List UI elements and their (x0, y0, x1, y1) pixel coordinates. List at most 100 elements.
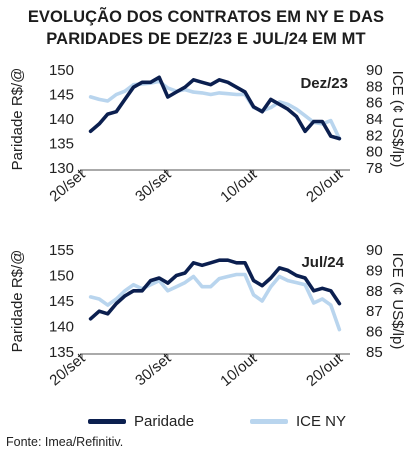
y-left-tick-label: 140 (49, 111, 74, 128)
data-point-ice-ny (89, 95, 92, 99)
data-point-paridade (235, 261, 238, 264)
data-point-paridade (252, 105, 255, 108)
y-right-tick-label: 89 (366, 262, 383, 279)
data-point-paridade (158, 276, 161, 280)
legend-swatch-ice-ny (250, 418, 288, 424)
data-point-ice-ny (106, 303, 109, 307)
y-right-axis-title: ICE (¢ US$/lp) (389, 71, 406, 168)
y-right-tick-label: 82 (366, 127, 383, 144)
data-point-paridade (226, 259, 230, 262)
data-point-paridade (243, 90, 247, 94)
y-left-tick-label: 140 (49, 319, 74, 336)
data-point-paridade (269, 98, 272, 101)
data-point-paridade (295, 274, 298, 277)
data-point-ice-ny (312, 301, 315, 305)
data-point-paridade (226, 81, 230, 84)
legend-swatch-paridade (88, 418, 126, 424)
data-point-ice-ny (338, 328, 341, 331)
chart-jul24: 20/set 30/set 10/out 20/out1351401451501558… (9, 242, 406, 390)
data-point-paridade (132, 86, 135, 89)
series-line-paridade-dez23 (88, 75, 342, 141)
panel-label: Jul/24 (301, 254, 344, 271)
data-point-paridade (192, 261, 195, 264)
x-tick-label: 30/set (132, 350, 175, 390)
data-point-ice-ny (226, 275, 230, 278)
data-point-ice-ny (218, 91, 221, 95)
data-point-ice-ny (295, 281, 298, 284)
data-point-paridade (338, 137, 341, 140)
y-right-tick-label: 87 (366, 303, 383, 320)
data-point-paridade (312, 120, 315, 123)
data-point-ice-ny (235, 273, 238, 276)
y-left-tick-label: 145 (49, 87, 74, 104)
data-point-ice-ny (166, 289, 169, 292)
data-point-paridade (98, 310, 101, 313)
data-point-paridade (278, 103, 281, 106)
data-point-paridade (218, 78, 221, 81)
chart-title-line-1: EVOLUÇÃO DOS CONTRATOS EM NY E DAS (27, 8, 385, 26)
y-right-axis-title: ICE (¢ US$/lp) (389, 253, 406, 350)
data-point-ice-ny (166, 86, 169, 90)
data-point-ice-ny (192, 275, 195, 278)
data-point-ice-ny (89, 295, 92, 299)
data-point-paridade (115, 302, 118, 305)
data-point-ice-ny (98, 297, 101, 301)
y-left-tick-label: 145 (49, 293, 74, 310)
data-point-ice-ny (106, 99, 109, 103)
data-point-paridade (303, 276, 307, 280)
data-point-ice-ny (183, 281, 187, 284)
data-point-ice-ny (329, 303, 332, 307)
data-point-ice-ny (98, 98, 101, 101)
data-point-paridade (183, 86, 187, 89)
data-point-paridade (338, 302, 341, 305)
y-right-tick-label: 86 (366, 324, 383, 341)
data-point-ice-ny (243, 273, 247, 276)
x-tick-label: 10/out (217, 166, 261, 206)
y-right-tick-label: 88 (366, 283, 383, 300)
data-point-ice-ny (200, 91, 204, 95)
chart-title-line-2: PARIDADES DE DEZ/23 E JUL/24 EM MT (46, 30, 366, 48)
y-left-axis-title: Paridade R$/@ (9, 68, 26, 171)
series-line-ice-ny-jul24 (88, 272, 342, 332)
data-point-paridade (200, 264, 204, 267)
data-point-ice-ny (192, 90, 195, 94)
data-point-paridade (252, 279, 255, 282)
data-point-paridade (175, 90, 178, 94)
y-left-tick-label: 155 (49, 242, 74, 259)
x-tick-label: 30/set (132, 166, 175, 206)
y-right-tick-label: 84 (366, 111, 383, 128)
data-point-ice-ny (123, 289, 127, 292)
data-point-paridade (218, 259, 221, 262)
data-point-ice-ny (123, 90, 127, 93)
data-point-paridade (303, 130, 307, 133)
data-point-paridade (329, 289, 332, 292)
data-point-paridade (243, 261, 247, 264)
data-point-paridade (261, 284, 264, 287)
data-point-ice-ny (200, 285, 204, 288)
y-left-tick-label: 150 (49, 62, 74, 79)
data-point-paridade (312, 289, 315, 292)
data-point-paridade (295, 115, 298, 118)
legend-item-ice-ny: ICE NY (250, 410, 346, 432)
data-point-paridade (166, 281, 169, 285)
legend-label-paridade: Paridade (134, 412, 195, 430)
y-right-tick-label: 78 (366, 160, 383, 177)
data-point-paridade (329, 135, 332, 138)
data-point-paridade (209, 261, 212, 264)
data-point-ice-ny (235, 93, 238, 96)
data-point-paridade (286, 108, 290, 111)
y-left-tick-label: 135 (49, 136, 74, 153)
series-line-paridade-jul24 (88, 258, 342, 321)
data-point-paridade (158, 76, 161, 79)
data-point-paridade (192, 78, 195, 81)
data-point-paridade (261, 110, 264, 113)
legend-item-paridade: Paridade (88, 410, 194, 432)
data-point-ice-ny (209, 285, 212, 288)
chart-title: EVOLUÇÃO DOS CONTRATOS EM NY E DAS PARID… (0, 6, 412, 50)
data-point-ice-ny (115, 93, 118, 96)
source-note: Fonte: Imea/Refinitiv. (6, 435, 124, 449)
data-point-ice-ny (269, 285, 272, 288)
data-point-ice-ny (252, 293, 255, 297)
y-left-tick-label: 135 (49, 344, 74, 361)
chart-dez23: 20/set 30/set 10/out 20/out1301351401451507… (9, 62, 406, 206)
